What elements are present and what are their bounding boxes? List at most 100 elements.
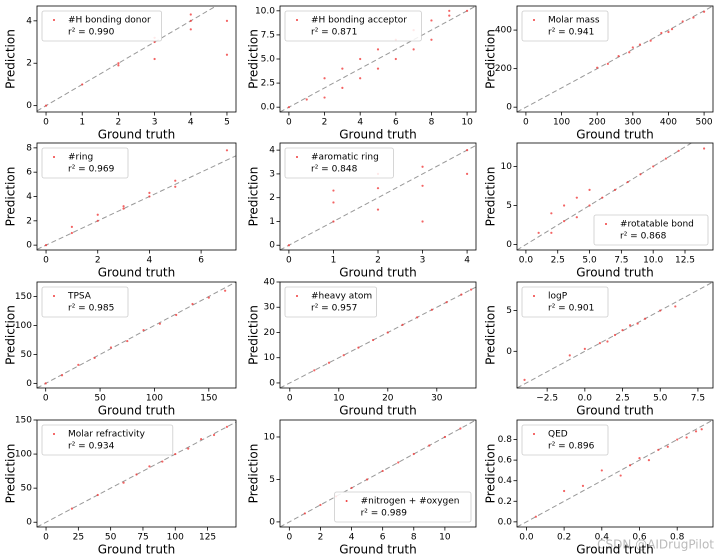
x-tick-label: 10.0 (643, 256, 663, 266)
point (621, 329, 624, 332)
x-tick-label: 2 (116, 118, 122, 128)
point (448, 14, 451, 17)
legend-box (284, 10, 422, 42)
y-tick-label: 0 (26, 379, 32, 389)
y-axis-label: Prediction (4, 444, 18, 504)
point (443, 435, 446, 439)
point (649, 39, 652, 42)
point (93, 356, 96, 359)
legend-box (593, 214, 709, 246)
point (323, 96, 326, 99)
y-tick-label: 1 (269, 217, 275, 227)
point (350, 486, 353, 490)
point (588, 188, 591, 191)
legend-box (521, 424, 609, 456)
point (647, 459, 651, 462)
x-tick-label: 2.5 (615, 394, 629, 404)
point (77, 363, 80, 366)
y-tick-label: 150 (15, 292, 32, 302)
annotation: r² = 0.934 (68, 442, 115, 452)
point (81, 83, 84, 86)
point (189, 13, 192, 16)
point (148, 465, 151, 468)
x-tick-label: 100 (167, 533, 184, 543)
x-axis-label: Ground truth (339, 128, 417, 142)
point (660, 31, 663, 35)
y-tick-label: 0.6 (498, 456, 513, 466)
x-tick-label: 3 (152, 118, 158, 128)
x-tick-label: 0.2 (557, 533, 571, 543)
y-tick-label: 2 (26, 59, 32, 69)
x-tick-label: 0 (43, 256, 49, 266)
y-axis-label: Prediction (4, 29, 18, 89)
x-axis-label: Ground truth (98, 543, 176, 557)
y-tick-label: 0 (26, 241, 32, 251)
x-axis-label: Ground truth (339, 266, 417, 280)
x-axis-label: Ground truth (339, 404, 417, 418)
point (225, 53, 229, 56)
point (153, 40, 156, 44)
x-tick-label: 0 (286, 256, 292, 266)
point (327, 361, 331, 364)
point (174, 179, 177, 182)
point (619, 474, 622, 477)
point (376, 208, 380, 211)
point (122, 481, 125, 484)
x-tick-label: 0.6 (632, 533, 647, 543)
point (357, 346, 360, 349)
point (421, 220, 424, 223)
y-tick-label: 2 (269, 193, 275, 203)
legend-label: TPSA (67, 292, 92, 302)
point (117, 64, 120, 67)
x-tick-label: 0.0 (578, 394, 593, 404)
subplot: 0.0 2.5 5.0 7.5 10.0 12.5 0 5 10 Ground truth Pred… (484, 142, 714, 280)
legend-label: #H bonding acceptor (311, 16, 407, 26)
subplot: 0 2 4 6 8 10 0 5 10 Ground truth Prediction #nitrog… (247, 419, 477, 557)
point (109, 346, 113, 349)
point (200, 437, 203, 441)
x-axis-label: Ground truth (98, 128, 176, 142)
subplot: 0.0 0.2 0.4 0.6 0.8 0.0 0.2 0.4 0.6 0.8 Ground tru… (484, 419, 714, 557)
point (674, 305, 677, 308)
legend-marker (533, 433, 535, 435)
subplot: 0 10 20 30 0 10 20 30 40 Ground truth Prediction #h… (247, 278, 477, 418)
legend-marker (345, 500, 348, 502)
x-tick-label: 0 (523, 118, 529, 128)
y-tick-label: 5 (269, 475, 275, 485)
point (366, 478, 369, 481)
point (568, 354, 571, 357)
x-tick-label: 200 (589, 118, 606, 128)
point (677, 149, 680, 152)
y-tick-label: 20 (264, 328, 276, 338)
y-axis-label: Prediction (247, 167, 261, 227)
point (207, 296, 210, 299)
y-axis-label: Prediction (484, 444, 498, 504)
point (613, 188, 617, 191)
points (70, 425, 229, 510)
y-tick-label: 10 (501, 162, 513, 172)
x-tick-label: 400 (660, 118, 677, 128)
annotation: r² = 0.941 (548, 28, 594, 38)
point (628, 464, 632, 467)
x-tick-label: 25 (73, 533, 84, 543)
y-tick-label: 10 (264, 353, 276, 363)
x-tick-label: 10 (461, 118, 473, 128)
point (664, 157, 668, 160)
x-tick-label: 3 (420, 256, 426, 266)
legend-label: Molar refractivity (68, 430, 146, 440)
x-tick-label: 0 (43, 533, 49, 543)
y-tick-label: 5.0 (261, 55, 276, 65)
point (342, 354, 345, 357)
x-axis-label: Ground truth (98, 404, 176, 418)
points (596, 10, 706, 69)
x-tick-label: 7.5 (691, 394, 705, 404)
x-tick-label: 8 (429, 118, 435, 128)
x-tick-label: 7.5 (614, 256, 628, 266)
point (175, 313, 178, 317)
point (319, 503, 322, 507)
point (372, 338, 375, 342)
point (631, 46, 634, 49)
point (644, 317, 647, 320)
reference-line (516, 281, 714, 389)
point (428, 444, 431, 447)
